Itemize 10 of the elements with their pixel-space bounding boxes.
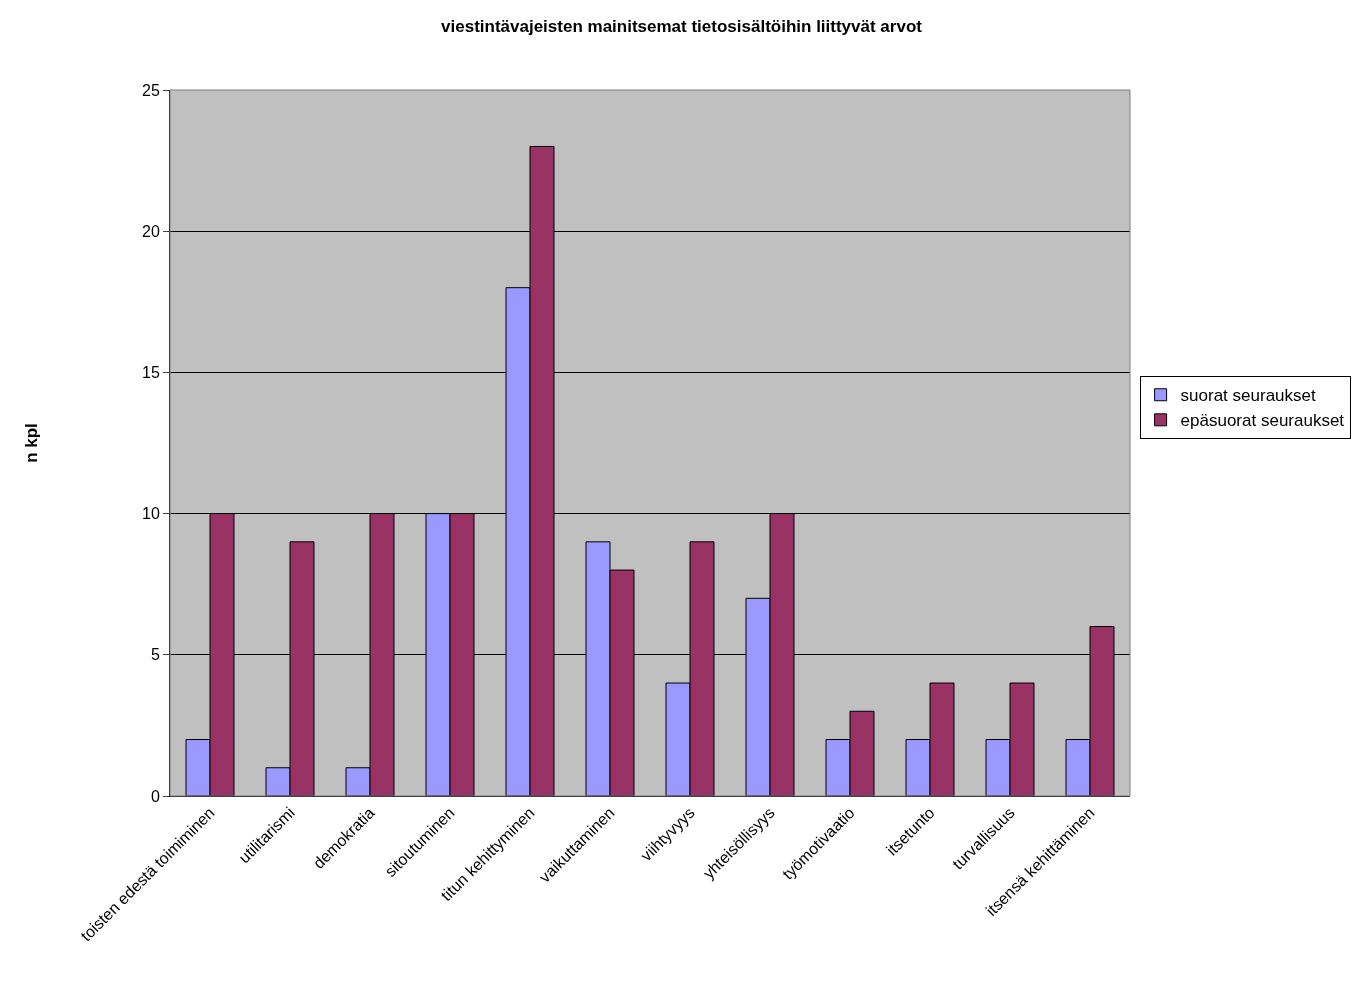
y-tick-label: 15 xyxy=(142,364,160,381)
y-tick-label: 25 xyxy=(142,81,160,99)
legend-label: epäsuorat seuraukset xyxy=(1180,411,1345,431)
y-tick-label: 20 xyxy=(142,222,160,240)
y-tick-label: 5 xyxy=(150,646,160,664)
legend-label: suorat seuraukset xyxy=(1180,386,1317,406)
chart-title: viestintävajeisten mainitsemat tietosisältöihin liittyvät arvot xyxy=(441,16,923,36)
y-axis-title: n kpl xyxy=(21,423,41,463)
y-tick-label: 0 xyxy=(150,787,160,805)
y-tick-label: 10 xyxy=(142,505,160,523)
